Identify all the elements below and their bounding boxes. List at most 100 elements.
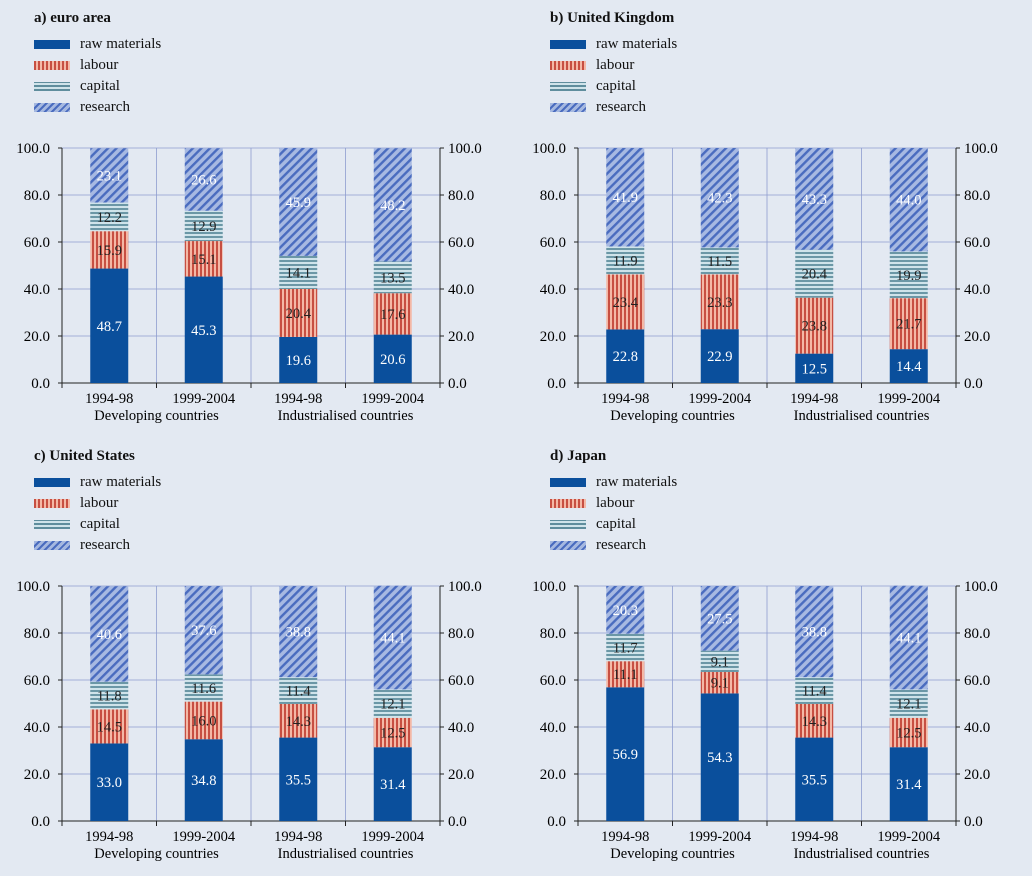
data-label: 37.6 [191, 623, 216, 639]
legend-swatch [34, 499, 70, 508]
y-tick-label-left: 0.0 [547, 376, 566, 392]
data-label: 45.9 [286, 195, 311, 211]
legend-item: labour [550, 55, 677, 76]
chart-title: a) euro area [34, 10, 111, 26]
chart-plot: 0.0 0.0 20.0 20.0 40.0 40.0 60.0 60.0 80.0 80.0 10… [16, 579, 482, 862]
bar-segment [279, 289, 318, 337]
bar-segment [795, 677, 834, 704]
bar-segment [279, 586, 318, 678]
legend-label: capital [80, 516, 120, 532]
data-label: 11.4 [286, 684, 312, 700]
bar-segment [700, 329, 739, 383]
y-tick-label-left: 40.0 [540, 282, 566, 298]
bar-segment [795, 586, 834, 678]
data-label: 14.4 [896, 359, 922, 375]
data-label: 13.5 [380, 270, 405, 286]
y-tick-label-right: 0.0 [964, 376, 983, 392]
chart-panel: c) United States raw materials labour capit… [0, 438, 516, 876]
y-tick-label-left: 20.0 [540, 767, 566, 783]
data-label: 14.3 [802, 714, 827, 730]
bar-segment [184, 148, 223, 211]
bar-segment [373, 334, 412, 383]
y-tick-label-right: 80.0 [964, 188, 990, 204]
bar-segment [606, 586, 645, 634]
legend-label: capital [80, 78, 120, 94]
y-tick-label-left: 0.0 [31, 814, 50, 830]
legend-item: capital [550, 514, 677, 535]
y-tick-label-right: 100.0 [448, 141, 482, 157]
x-tick-label: 1999-2004 [688, 391, 752, 407]
legend-swatch [34, 40, 70, 49]
y-tick-label-right: 0.0 [448, 376, 467, 392]
data-label: 11.9 [613, 253, 638, 269]
data-label: 44.0 [896, 193, 921, 209]
bar-segment [889, 298, 928, 350]
legend-label: research [596, 99, 646, 115]
data-label: 19.6 [286, 353, 311, 369]
x-group-label: Developing countries [94, 408, 219, 424]
bar-segment [889, 689, 928, 718]
data-label: 31.4 [896, 777, 922, 793]
x-tick-label: 1999-2004 [172, 391, 236, 407]
chart-panel: d) Japan raw materials labour capital resear… [516, 438, 1032, 876]
y-tick-label-left: 60.0 [540, 673, 566, 689]
data-label: 44.1 [380, 631, 405, 647]
x-group-label: Developing countries [94, 846, 219, 862]
x-tick-label: 1999-2004 [688, 829, 752, 845]
data-label: 20.4 [802, 267, 828, 283]
bar-segment [373, 717, 412, 748]
legend-swatch [34, 61, 70, 70]
legend-label: raw materials [596, 36, 678, 52]
data-label: 23.1 [97, 168, 122, 184]
legend-item: capital [34, 76, 161, 97]
data-label: 35.5 [802, 772, 827, 788]
x-tick-label: 1994-98 [790, 829, 838, 845]
y-tick-label-left: 100.0 [532, 579, 566, 595]
bar-segment [90, 709, 129, 744]
y-tick-label-right: 100.0 [964, 141, 998, 157]
data-label: 12.1 [380, 697, 405, 713]
bar-segment [700, 148, 739, 248]
legend-label: capital [596, 78, 636, 94]
legend-swatch [550, 541, 586, 550]
bar-segment [700, 672, 739, 694]
data-label: 9.1 [711, 654, 729, 670]
bar-segment [279, 148, 318, 256]
y-tick-label-left: 80.0 [540, 188, 566, 204]
legend-item: labour [34, 55, 161, 76]
data-label: 23.3 [707, 295, 732, 311]
bar-segment [606, 274, 645, 330]
bar-segment [90, 743, 129, 821]
data-label: 23.8 [802, 319, 827, 335]
legend-item: raw materials [34, 472, 161, 493]
bar-segment [279, 737, 318, 821]
y-tick-label-left: 80.0 [24, 188, 50, 204]
data-label: 9.1 [711, 676, 729, 692]
bar-segment [606, 633, 645, 662]
chart-panel: a) euro area raw materials labour capital re… [0, 0, 516, 438]
data-label: 22.9 [707, 349, 732, 365]
data-label: 26.6 [191, 172, 216, 188]
data-label: 23.4 [613, 295, 639, 311]
legend-swatch [550, 520, 586, 529]
legend-swatch [550, 61, 586, 70]
data-label: 20.6 [380, 352, 405, 368]
chart-plot: 0.0 0.0 20.0 20.0 40.0 40.0 60.0 60.0 80.0 80.0 10… [532, 141, 998, 424]
x-tick-label: 1999-2004 [877, 829, 941, 845]
legend-swatch [550, 40, 586, 49]
bar-segment [795, 737, 834, 821]
x-tick-label: 1999-2004 [361, 391, 425, 407]
bar-segment [889, 747, 928, 821]
legend-swatch [34, 478, 70, 487]
legend-item: research [550, 535, 677, 556]
legend-swatch [550, 103, 586, 112]
chart-title: d) Japan [550, 448, 607, 464]
y-tick-label-left: 80.0 [540, 626, 566, 642]
legend-label: labour [80, 495, 119, 511]
bar-segment [184, 210, 223, 242]
data-label: 14.1 [286, 265, 311, 281]
bar-segment [184, 674, 223, 702]
x-tick-label: 1999-2004 [172, 829, 236, 845]
x-tick-label: 1994-98 [601, 391, 649, 407]
data-label: 19.9 [896, 268, 921, 284]
